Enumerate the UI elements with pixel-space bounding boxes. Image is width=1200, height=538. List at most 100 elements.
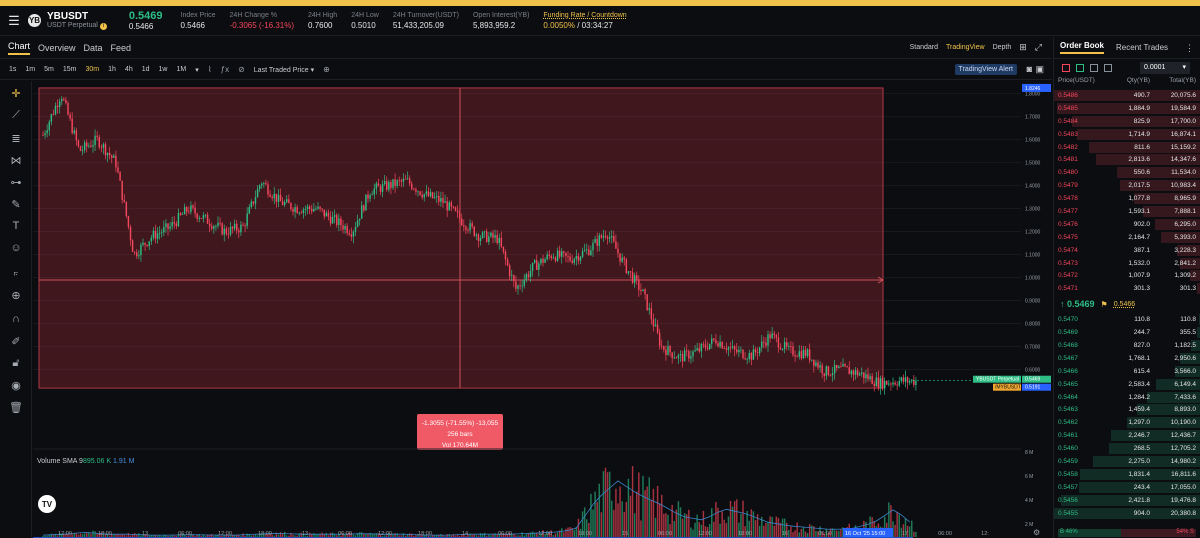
tradingview-alert-button[interactable]: TradingView Alert [954,64,1017,75]
candle-body [286,199,288,203]
ask-row[interactable]: 0.5471 301.3 301.3 [1054,282,1200,295]
volume-bar [761,516,763,537]
bid-row[interactable]: 0.5465 2,583.4 6,149.4 [1054,378,1200,391]
bid-row[interactable]: 0.5460 268.5 12,705.2 [1054,442,1200,455]
grid-layout-icon[interactable]: ⊞ [1019,42,1027,52]
brush-icon[interactable]: ✎ [11,199,21,211]
trend-line-icon[interactable]: ⟋ [12,109,20,121]
text-icon[interactable]: T [12,220,20,232]
ask-row[interactable]: 0.5486 490.7 20,075.6 [1054,89,1200,102]
tab-recent-trades[interactable]: Recent Trades [1116,43,1169,52]
ask-row[interactable]: 0.5476 902.0 6,295.0 [1054,218,1200,231]
bid-row[interactable]: 0.5466 615.4 3,566.0 [1054,365,1200,378]
compare-icon[interactable]: ⊘ [238,65,245,74]
bid-row[interactable]: 0.5463 1,459.4 8,893.0 [1054,403,1200,416]
indicators-icon[interactable]: ƒx [220,65,230,74]
mid-mark-price[interactable]: 0.5466 [1113,300,1136,308]
candle-body [627,271,630,274]
view-bids-icon[interactable] [1076,64,1084,72]
lock-icon[interactable]: 🔓︎ [12,357,20,369]
timeframe-1d[interactable]: 1d [141,65,150,73]
view-asks-icon[interactable] [1090,64,1098,72]
tab-data[interactable]: Data [83,42,103,53]
view-grid-icon[interactable] [1104,64,1112,72]
timeframe-1s[interactable]: 1s [9,65,17,73]
bid-row[interactable]: 0.5461 2,246.7 12,436.7 [1054,429,1200,442]
view-depth[interactable]: Depth [992,44,1012,51]
bid-row[interactable]: 0.5457 243.4 17,055.0 [1054,481,1200,494]
ask-row[interactable]: 0.5480 550.6 11,534.0 [1054,166,1200,179]
bid-row[interactable]: 0.5467 1,768.1 2,950.6 [1054,352,1200,365]
price-axis[interactable]: 1.8000 1.7000 1.6000 1.5000 1.4000 1.3000 1.20… [1021,81,1052,538]
zoom-icon[interactable]: ⊕ [11,290,21,302]
row-total: 17,700.0 [1170,117,1196,125]
candle-body [225,228,228,234]
timeframe-1M[interactable]: 1M [176,65,187,73]
ask-row[interactable]: 0.5473 1,532.0 2,841.2 [1054,257,1200,270]
pattern-icon[interactable]: ⋈ [10,155,22,167]
tick-size-select[interactable]: 0.0001 ▾ [1140,62,1190,74]
bid-row[interactable]: 0.5455 904.0 20,380.8 [1054,507,1200,520]
bid-row[interactable]: 0.5456 2,421.8 19,476.8 [1054,494,1200,507]
more-icon[interactable]: ⋮ [1185,43,1194,53]
volume-bar [613,509,615,537]
price-source-select[interactable]: Last Traded Price ▾ [253,66,315,74]
bid-row[interactable]: 0.5462 1,297.0 10,190.0 [1054,416,1200,429]
tab-overview[interactable]: Overview [38,42,76,53]
fullscreen-icon[interactable]: ⤢ [1034,42,1042,52]
bid-row[interactable]: 0.5468 827.0 1,182.5 [1054,339,1200,352]
bid-row[interactable]: 0.5459 2,275.0 14,980.2 [1054,455,1200,468]
candle-body [173,222,175,224]
view-tradingview[interactable]: TradingView [946,44,985,51]
bid-row[interactable]: 0.5470 110.8 110.8 [1054,313,1200,326]
camera-icon[interactable]: ◙ [1026,64,1032,74]
timeframe-4h[interactable]: 4h [124,65,133,73]
ask-row[interactable]: 0.5477 1,593.1 7,888.1 [1054,205,1200,218]
prediction-icon[interactable]: ⊶ [10,177,22,189]
expand-icon[interactable]: ▣ [1035,64,1044,74]
timeframe-1w[interactable]: 1w [158,65,168,73]
lock-drawings-icon[interactable]: ✐ [11,336,21,348]
ask-row[interactable]: 0.5481 2,813.6 14,347.6 [1054,153,1200,166]
volume-bar [590,493,592,537]
funding-label[interactable]: Funding Rate / Countdown [543,11,627,19]
timeframe-5m[interactable]: 5m [44,65,54,73]
info-icon[interactable]: i [99,23,107,30]
ruler-icon[interactable]: ⟔ [13,267,19,279]
add-icon[interactable]: ⊕ [323,65,330,74]
tab-feed[interactable]: Feed [110,42,132,53]
timeframe-1m[interactable]: 1m [25,65,36,73]
ask-row[interactable]: 0.5485 1,884.9 19,584.9 [1054,102,1200,115]
timeframe-1h[interactable]: 1h [108,65,116,73]
ask-row[interactable]: 0.5475 2,164.7 5,393.0 [1054,231,1200,244]
symbol-selector[interactable]: YBUSDT USDT Perpetual i [47,11,107,30]
tab-order-book[interactable]: Order Book [1060,41,1105,54]
ask-row[interactable]: 0.5483 1,714.9 16,874.1 [1054,128,1200,141]
fib-icon[interactable]: ≣ [11,133,21,145]
emoji-icon[interactable]: ☺ [10,242,22,254]
view-standard[interactable]: Standard [909,44,939,51]
menu-icon[interactable]: ☰ [8,12,20,28]
price-chart[interactable]: -1.3055 (-71.55%) -13,055 256 bars Vol 170… [33,81,1021,538]
crosshair-icon[interactable]: ✛ [11,88,21,100]
candle-body [411,183,413,189]
ask-row[interactable]: 0.5474 387.1 3,228.3 [1054,244,1200,257]
trash-icon[interactable]: 🗑︎ [9,402,23,414]
bid-row[interactable]: 0.5464 1,284.2 7,433.6 [1054,391,1200,404]
ask-row[interactable]: 0.5478 1,077.8 8,965.9 [1054,192,1200,205]
ask-row[interactable]: 0.5482 811.6 15,159.2 [1054,141,1200,154]
ask-row[interactable]: 0.5484 825.9 17,700.0 [1054,115,1200,128]
tab-chart[interactable]: Chart [8,41,31,55]
timeframe-30m[interactable]: 30m [85,65,100,73]
timeframe-more-icon[interactable]: ▾ [195,66,199,74]
volume-bar [898,514,900,537]
chart-type-icon[interactable]: ⌇ [207,65,212,74]
eye-icon[interactable]: ◉ [11,380,21,392]
ask-row[interactable]: 0.5472 1,007.9 1,309.2 [1054,269,1200,282]
timeframe-15m[interactable]: 15m [62,65,77,73]
magnet-icon[interactable]: ∩ [12,313,20,325]
bid-row[interactable]: 0.5469 244.7 355.5 [1054,326,1200,339]
bid-row[interactable]: 0.5458 1,831.4 16,811.6 [1054,468,1200,481]
ask-row[interactable]: 0.5479 2,017.5 10,983.4 [1054,179,1200,192]
view-both-icon[interactable] [1062,64,1070,72]
